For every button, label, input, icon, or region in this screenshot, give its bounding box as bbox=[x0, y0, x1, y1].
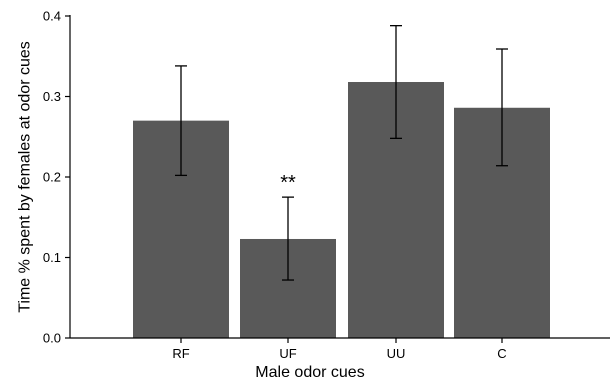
x-tick-label: UF bbox=[279, 346, 296, 361]
annotations: ** bbox=[280, 172, 296, 194]
x-tick-label: C bbox=[497, 346, 506, 361]
y-tick-label: 0.3 bbox=[43, 89, 61, 104]
y-tick-label: 0.2 bbox=[43, 170, 61, 185]
y-tick-label: 0.4 bbox=[43, 9, 61, 24]
x-ticks: RF UF UU C bbox=[172, 338, 507, 361]
y-tick-label: 0.1 bbox=[43, 250, 61, 265]
error-bars bbox=[175, 25, 508, 281]
significance-annotation: ** bbox=[280, 172, 296, 194]
y-ticks: 0.0 0.1 0.2 0.3 0.4 bbox=[43, 9, 70, 346]
error-bar-rf bbox=[175, 65, 187, 177]
x-axis-title: Male odor cues bbox=[255, 364, 364, 381]
error-bar-uf bbox=[282, 196, 294, 281]
y-tick-label: 0.0 bbox=[43, 331, 61, 346]
y-axis-title: Time % spent by females at odor cues bbox=[17, 41, 34, 313]
bars bbox=[133, 82, 550, 339]
x-tick-label: RF bbox=[172, 346, 189, 361]
error-bar-uu bbox=[390, 25, 402, 140]
error-bar-c bbox=[496, 48, 508, 167]
x-tick-label: UU bbox=[387, 346, 406, 361]
